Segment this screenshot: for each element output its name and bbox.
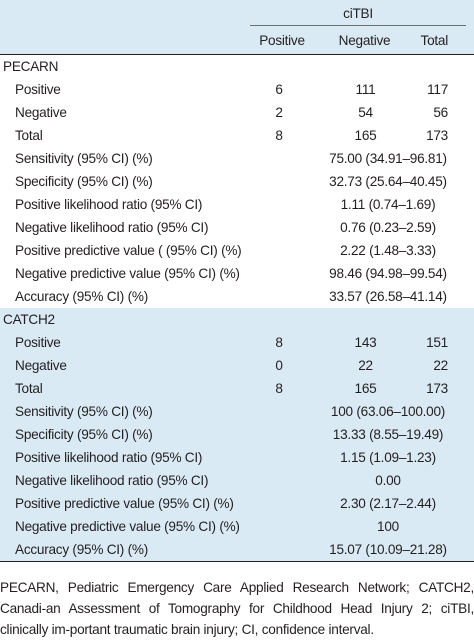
stat-label: Accuracy (95% CI) (%) xyxy=(0,285,242,308)
stat-row: Negative likelihood ratio (95% CI) 0.76 (… xyxy=(0,216,474,239)
stat-row: Specificity (95% CI) (%) 32.73 (25.64–40.… xyxy=(0,170,474,193)
stat-value: 2.30 (2.17–2.44) xyxy=(242,492,474,515)
count-positive: 8 xyxy=(242,331,322,354)
stat-row: Specificity (95% CI) (%) 13.33 (8.55–19.4… xyxy=(0,423,474,446)
stat-label: Negative likelihood ratio (95% CI) xyxy=(0,469,242,492)
header-row-group: ciTBI xyxy=(0,0,474,26)
stat-row: Positive predictive value ( (95% CI) (%)… xyxy=(0,239,474,262)
stat-value: 32.73 (25.64–40.45) xyxy=(242,170,474,193)
stat-value: 0.76 (0.23–2.59) xyxy=(242,216,474,239)
count-positive: 2 xyxy=(242,101,322,124)
stat-label: Sensitivity (95% CI) (%) xyxy=(0,400,242,423)
empty-cell xyxy=(322,54,407,78)
stat-label: Accuracy (95% CI) (%) xyxy=(0,538,242,562)
count-negative: 165 xyxy=(322,124,407,147)
count-row-label: Total xyxy=(0,377,242,400)
count-total: 117 xyxy=(407,78,474,101)
empty-cell xyxy=(407,54,474,78)
section-title: CATCH2 xyxy=(0,308,242,331)
col-header-total: Total xyxy=(407,26,474,55)
count-row: Total 8 165 173 xyxy=(0,124,474,147)
count-positive: 8 xyxy=(242,124,322,147)
stat-row: Positive predictive value (95% CI) (%) 2.… xyxy=(0,492,474,515)
count-positive: 0 xyxy=(242,354,322,377)
count-row: Negative 0 22 22 xyxy=(0,354,474,377)
count-row-label: Negative xyxy=(0,101,242,124)
citbi-group-label: ciTBI xyxy=(343,5,373,21)
stat-value: 100 (63.06–100.00) xyxy=(242,400,474,423)
count-row-label: Positive xyxy=(0,78,242,101)
section-title: PECARN xyxy=(0,54,242,78)
empty-cell xyxy=(322,308,407,331)
count-negative: 165 xyxy=(322,377,407,400)
table-footnote: PECARN, Pediatric Emergency Care Applied… xyxy=(0,580,474,637)
stat-value: 2.22 (1.48–3.33) xyxy=(242,239,474,262)
col-header-negative: Negative xyxy=(322,26,407,55)
header-empty-cell xyxy=(0,26,242,55)
stat-value: 0.00 xyxy=(242,469,474,492)
count-total: 22 xyxy=(407,354,474,377)
count-positive: 6 xyxy=(242,78,322,101)
count-negative: 111 xyxy=(322,78,407,101)
count-row: Positive 6 111 117 xyxy=(0,78,474,101)
stat-row: Sensitivity (95% CI) (%) 75.00 (34.91–96.… xyxy=(0,147,474,170)
count-negative: 54 xyxy=(322,101,407,124)
stat-value: 33.57 (26.58–41.14) xyxy=(242,285,474,308)
stat-row: Accuracy (95% CI) (%) 33.57 (26.58–41.14) xyxy=(0,285,474,308)
section-title-row: PECARN xyxy=(0,54,474,78)
count-positive: 8 xyxy=(242,377,322,400)
count-total: 56 xyxy=(407,101,474,124)
stat-value: 1.15 (1.09–1.23) xyxy=(242,446,474,469)
count-row: Positive 8 143 151 xyxy=(0,331,474,354)
empty-cell xyxy=(242,308,322,331)
count-row-label: Total xyxy=(0,124,242,147)
stat-value: 100 xyxy=(242,515,474,538)
count-row: Negative 2 54 56 xyxy=(0,101,474,124)
stat-label: Negative predictive value (95% CI) (%) xyxy=(0,515,242,538)
header-row-columns: Positive Negative Total xyxy=(0,26,474,55)
stat-label: Positive predictive value ( (95% CI) (%) xyxy=(0,239,242,262)
stat-value: 13.33 (8.55–19.49) xyxy=(242,423,474,446)
stat-value: 98.46 (94.98–99.54) xyxy=(242,262,474,285)
count-row: Total 8 165 173 xyxy=(0,377,474,400)
empty-cell xyxy=(407,308,474,331)
stat-row: Negative predictive value (95% CI) (%) 10… xyxy=(0,515,474,538)
stat-label: Sensitivity (95% CI) (%) xyxy=(0,147,242,170)
stat-row: Sensitivity (95% CI) (%) 100 (63.06–100.0… xyxy=(0,400,474,423)
count-negative: 22 xyxy=(322,354,407,377)
stat-label: Specificity (95% CI) (%) xyxy=(0,170,242,193)
group-header-rule xyxy=(250,25,466,26)
count-total: 173 xyxy=(407,377,474,400)
stat-row: Positive likelihood ratio (95% CI) 1.11 (… xyxy=(0,193,474,216)
stat-row: Accuracy (95% CI) (%) 15.07 (10.09–21.28) xyxy=(0,538,474,562)
stat-value: 15.07 (10.09–21.28) xyxy=(242,538,474,562)
count-row-label: Negative xyxy=(0,354,242,377)
stat-row: Negative predictive value (95% CI) (%) 98… xyxy=(0,262,474,285)
empty-cell xyxy=(242,54,322,78)
stat-row: Positive likelihood ratio (95% CI) 1.15 (… xyxy=(0,446,474,469)
stat-label: Positive predictive value (95% CI) (%) xyxy=(0,492,242,515)
header-empty-cell xyxy=(0,0,242,26)
stat-value: 75.00 (34.91–96.81) xyxy=(242,147,474,170)
stat-label: Negative likelihood ratio (95% CI) xyxy=(0,216,242,239)
count-total: 173 xyxy=(407,124,474,147)
stat-row: Negative likelihood ratio (95% CI) 0.00 xyxy=(0,469,474,492)
stat-label: Positive likelihood ratio (95% CI) xyxy=(0,193,242,216)
stat-label: Positive likelihood ratio (95% CI) xyxy=(0,446,242,469)
section-title-row: CATCH2 xyxy=(0,308,474,331)
citbi-group-header: ciTBI xyxy=(242,0,474,26)
count-negative: 143 xyxy=(322,331,407,354)
stat-label: Negative predictive value (95% CI) (%) xyxy=(0,262,242,285)
count-total: 151 xyxy=(407,331,474,354)
col-header-positive: Positive xyxy=(242,26,322,55)
stat-value: 1.11 (0.74–1.69) xyxy=(242,193,474,216)
stat-label: Specificity (95% CI) (%) xyxy=(0,423,242,446)
count-row-label: Positive xyxy=(0,331,242,354)
diagnostic-accuracy-table: ciTBI Positive Negative Total PECARN Posi… xyxy=(0,0,474,562)
